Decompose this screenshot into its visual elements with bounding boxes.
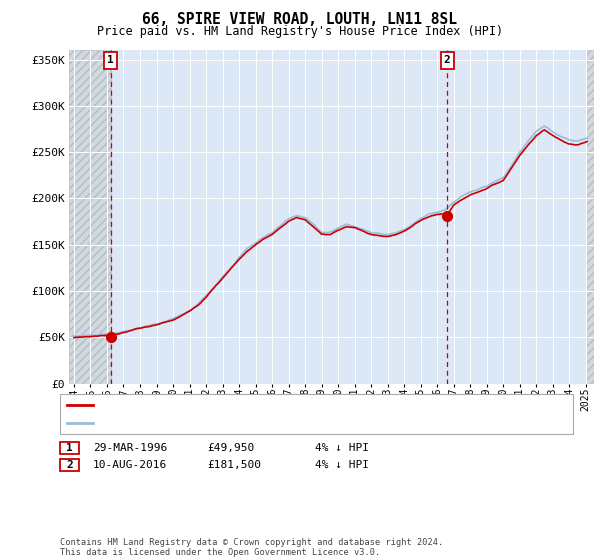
- Text: 1: 1: [107, 55, 114, 66]
- Text: 66, SPIRE VIEW ROAD, LOUTH, LN11 8SL: 66, SPIRE VIEW ROAD, LOUTH, LN11 8SL: [143, 12, 458, 27]
- Text: Contains HM Land Registry data © Crown copyright and database right 2024.
This d: Contains HM Land Registry data © Crown c…: [60, 538, 443, 557]
- Text: £181,500: £181,500: [207, 460, 261, 470]
- Text: 2: 2: [66, 460, 73, 470]
- Text: 10-AUG-2016: 10-AUG-2016: [93, 460, 167, 470]
- Text: 4% ↓ HPI: 4% ↓ HPI: [315, 443, 369, 453]
- Text: HPI: Average price, detached house, East Lindsey: HPI: Average price, detached house, East…: [99, 418, 399, 428]
- Text: 29-MAR-1996: 29-MAR-1996: [93, 443, 167, 453]
- Text: 4% ↓ HPI: 4% ↓ HPI: [315, 460, 369, 470]
- Text: 2: 2: [444, 55, 451, 66]
- Text: £49,950: £49,950: [207, 443, 254, 453]
- Text: Price paid vs. HM Land Registry's House Price Index (HPI): Price paid vs. HM Land Registry's House …: [97, 25, 503, 38]
- Text: 66, SPIRE VIEW ROAD, LOUTH, LN11 8SL (detached house): 66, SPIRE VIEW ROAD, LOUTH, LN11 8SL (de…: [99, 400, 430, 410]
- Bar: [586, 50, 594, 384]
- Text: 1: 1: [66, 443, 73, 453]
- Bar: [69, 50, 111, 384]
